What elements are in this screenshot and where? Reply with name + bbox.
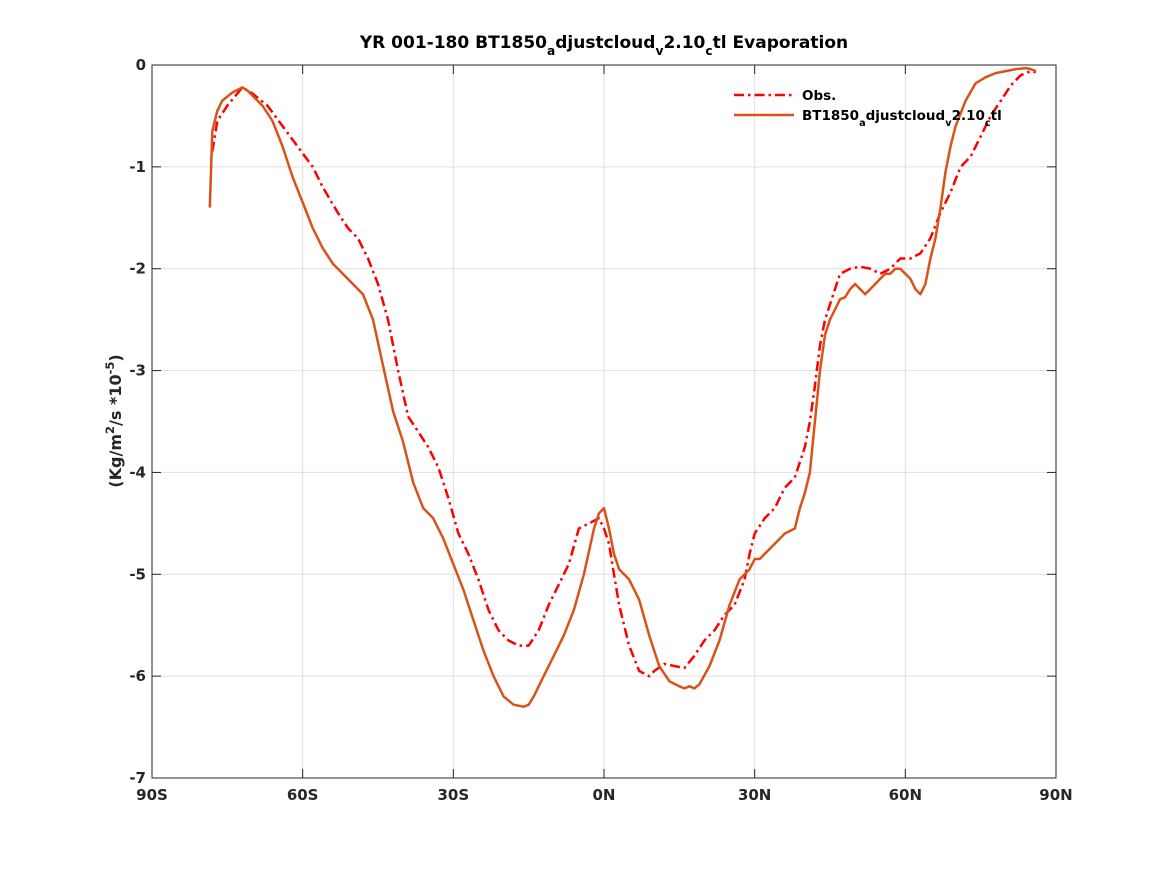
series-layer — [208, 66, 1037, 708]
y-tick-label: -3 — [129, 362, 146, 380]
x-tick-label: 90S — [136, 786, 168, 804]
y-tick-label: -2 — [129, 260, 146, 278]
axis-ticks — [151, 64, 1057, 779]
x-tick-label: 60S — [287, 786, 319, 804]
y-tick-label: -1 — [129, 158, 146, 176]
legend-label-obs: Obs. — [802, 88, 836, 104]
legend-label-model: BT1850adjustcloudv2.10ctl — [802, 108, 1002, 129]
x-tick-label: 30S — [437, 786, 469, 804]
y-tick-label: -7 — [129, 769, 146, 787]
x-tick-label: 30N — [738, 786, 771, 804]
axis-tick-labels: 90S 60S 30S 0N 30N 60N 90N 0 -1 -2 -3 -4 -5 -6 -7 — [129, 56, 1072, 804]
y-tick-label: -5 — [129, 565, 146, 583]
y-tick-label: -6 — [129, 667, 146, 685]
x-tick-label: 60N — [889, 786, 922, 804]
y-tick-label: -4 — [129, 463, 146, 481]
x-tick-label: 90N — [1039, 786, 1072, 804]
x-tick-label: 0N — [593, 786, 616, 804]
series-line-model — [208, 66, 1037, 708]
y-axis-label: (Kg/m2/s *10-5) — [103, 354, 125, 487]
legend: Obs. BT1850adjustcloudv2.10ctl — [734, 88, 1002, 129]
chart-title: YR 001-180 BT1850adjustcloudv2.10ctl Eva… — [359, 33, 848, 58]
y-tick-label: 0 — [136, 56, 146, 74]
series-line-obs — [211, 69, 1037, 678]
